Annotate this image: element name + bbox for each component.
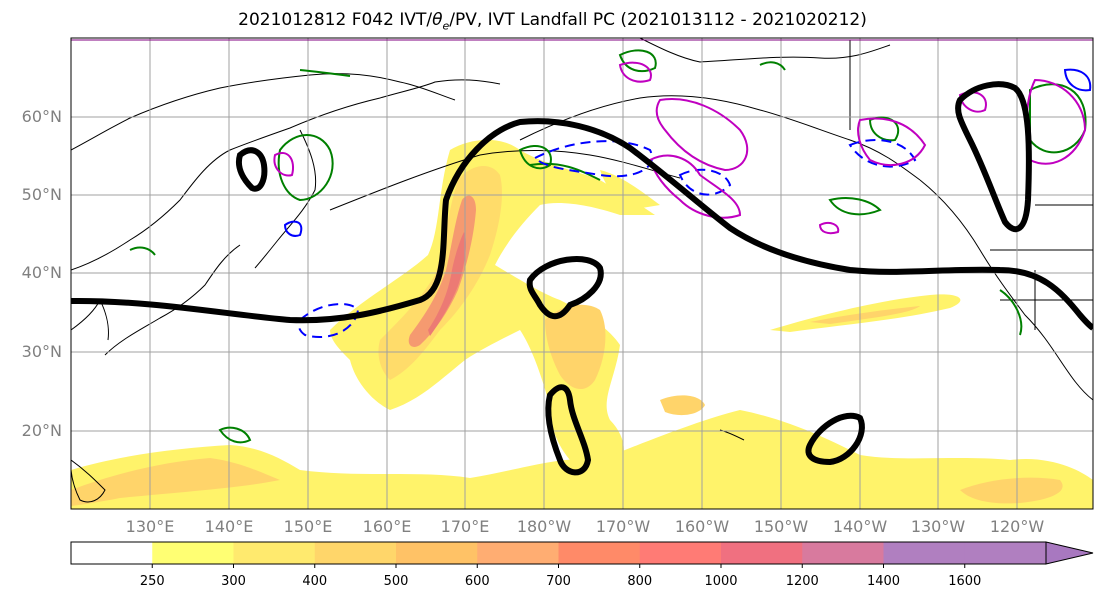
- canada-border: [849, 40, 1093, 206]
- colorbar-tick-label: 1600: [948, 574, 982, 589]
- map-area: [71, 38, 1093, 509]
- colorbar-segment: [477, 542, 559, 564]
- aleutians: [329, 149, 681, 211]
- nw-america-coast: [919, 179, 1093, 401]
- ivt-east-band-inner: [810, 306, 920, 324]
- alaska-coast: [519, 95, 921, 181]
- lat-label: 30°N: [21, 342, 62, 361]
- ivt-near-180-blob: [660, 395, 705, 416]
- colorbar-segment: [152, 542, 234, 564]
- us-states: [990, 249, 1093, 330]
- ivt-tropical-band-inner: [71, 458, 280, 506]
- ivt-subtropical: [545, 304, 606, 390]
- pc-main-contour: [71, 118, 1093, 331]
- lon-label: 130°E: [125, 517, 175, 536]
- magenta-contours: [273, 61, 1087, 235]
- pc-loop-hawaii: [805, 412, 865, 466]
- pc-loop-east: [955, 81, 1032, 233]
- blue-contours: [283, 68, 1092, 338]
- colorbar-extend-arrow: [1045, 541, 1094, 565]
- colorbar-segment: [639, 542, 722, 564]
- lon-label: 180°W: [516, 517, 572, 536]
- colorbar-segment: [558, 542, 641, 564]
- colorbar-segment: [314, 542, 397, 564]
- colorbar-segment: [883, 542, 966, 564]
- colorbar-segment: [802, 542, 884, 564]
- korea: [71, 298, 109, 341]
- lon-label: 160°W: [674, 517, 730, 536]
- pc-loop-northwest: [236, 147, 268, 192]
- asia-coast-2: [71, 73, 456, 151]
- ivt-tropical-east-inner: [960, 477, 1063, 504]
- lon-label: 140°E: [204, 517, 254, 536]
- figure-title: 2021012812 F042 IVT/θe/PV, IVT Landfall …: [238, 10, 867, 33]
- lon-label: 170°W: [595, 517, 651, 536]
- colorbar-tick-label: 400: [302, 574, 328, 589]
- pc-loop-central: [526, 255, 604, 320]
- lon-label: 140°W: [832, 517, 888, 536]
- landfall-pc-contours: [71, 81, 1093, 476]
- lat-label: 50°N: [21, 185, 62, 204]
- colorbar-segment: [721, 542, 803, 564]
- colorbar-tick-label: 700: [546, 574, 571, 589]
- lon-label: 160°E: [362, 517, 412, 536]
- lon-label: 150°W: [753, 517, 809, 536]
- ivt-core-max: [428, 232, 466, 336]
- gridlines: [71, 38, 1093, 509]
- colorbar: [70, 541, 1094, 568]
- colorbar-tick-label: 300: [221, 574, 246, 589]
- ivt-tropical-band: [71, 410, 1093, 509]
- colorbar-segment: [233, 542, 316, 564]
- colorbar-segment: [71, 542, 153, 564]
- philippines: [71, 459, 106, 503]
- colorbar-tick-label: 250: [139, 574, 165, 589]
- lat-label: 20°N: [21, 421, 62, 440]
- lon-label: 130°W: [910, 517, 966, 536]
- colorbar-segment: [964, 542, 1047, 564]
- ivt-plume-outer: [330, 139, 655, 480]
- colorbar-tick-label: 600: [464, 574, 490, 589]
- colorbar-tick-label: 1200: [785, 574, 819, 589]
- pc-loop-south: [545, 384, 592, 476]
- kamchatka: [254, 129, 317, 269]
- alaska-north: [639, 38, 891, 63]
- lat-label: 60°N: [21, 107, 62, 126]
- colorbar-tick-label: 1000: [704, 574, 738, 589]
- lon-label: 150°E: [283, 517, 333, 536]
- map-frame: [70, 37, 1094, 510]
- lon-label: 170°E: [440, 517, 490, 536]
- asia-coast: [71, 79, 501, 271]
- ivt-plume-core: [408, 195, 476, 347]
- colorbar-tick-label: 500: [383, 574, 409, 589]
- lon-label: 120°W: [989, 517, 1045, 536]
- colorbar-segment: [396, 542, 478, 564]
- lat-label: 40°N: [21, 263, 62, 282]
- colorbar-tick-label: 800: [627, 574, 653, 589]
- colorbar-tick-label: 1400: [866, 574, 901, 589]
- ivt-north-blob: [600, 170, 660, 210]
